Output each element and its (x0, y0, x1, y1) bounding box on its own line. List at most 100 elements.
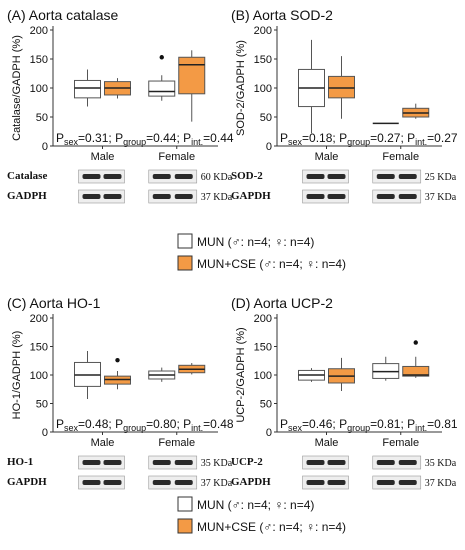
legend-label: MUN (♂: n=4; ♀: n=4) (197, 235, 314, 249)
p-value-annotation: Psex=0.48; Pgroup=0.80; Pint.=0.48 (56, 417, 234, 433)
y-tick-label: 150 (254, 54, 272, 66)
blot-strip-female (148, 169, 198, 184)
legend-swatch (177, 496, 193, 512)
blot-strip-male (302, 455, 349, 470)
y-tick-label: 50 (260, 112, 272, 124)
box-male-mun-cse (328, 56, 355, 119)
blot-kda-label: 37 KDa (201, 478, 233, 489)
blot-label: Catalase (7, 170, 47, 182)
blot-band (174, 460, 193, 465)
blot-band (398, 174, 417, 179)
legend-0: MUN (♂: n=4; ♀: n=4) MUN+CSE (♂: n=4; ♀: … (177, 233, 346, 271)
blot-band (103, 194, 122, 199)
blot-kda-label: 37 KDa (425, 478, 457, 489)
y-tick-label: 0 (266, 427, 272, 439)
blot-strip-male (302, 169, 349, 184)
y-axis-label: UCP-2/GADPH (%) (235, 327, 247, 422)
y-tick-label: 50 (260, 399, 272, 411)
y-tick-label: 200 (30, 25, 48, 37)
iqr-box (402, 365, 430, 377)
box-female-mun-cse (178, 363, 206, 375)
y-tick-label: 150 (30, 342, 48, 354)
blot-band (327, 480, 346, 485)
y-axis-label: HO-1/GADPH (%) (11, 331, 23, 420)
blot-strip-male (78, 189, 125, 204)
box-female-mun-cse (402, 340, 430, 378)
blot-kda-label: 37 KDa (201, 192, 233, 203)
blot-kda-label: 35 KDa (425, 458, 457, 469)
blot-strip-female (372, 169, 422, 184)
x-tick-label: Female (158, 437, 195, 449)
blot-band (103, 174, 122, 179)
box-male-mun (74, 351, 101, 399)
y-tick-label: 0 (42, 141, 48, 153)
blot-band (82, 460, 101, 465)
legend-label: MUN (♂: n=4; ♀: n=4) (197, 498, 314, 512)
blot-strip-male (78, 169, 125, 184)
blot-label: SOD-2 (231, 170, 263, 182)
blot-strip-female (148, 455, 198, 470)
x-tick-label: Female (158, 151, 195, 163)
blot-band (174, 174, 193, 179)
blot-band (398, 460, 417, 465)
legend-swatch (177, 233, 193, 249)
blot-band (376, 480, 395, 485)
box-male-mun-cse (328, 357, 355, 391)
blot-band (376, 174, 395, 179)
y-axis-label: SOD-2/GADPH (%) (235, 40, 247, 136)
blot-strip-male (302, 189, 349, 204)
legend-swatch (177, 518, 193, 534)
blot-label: HO-1 (7, 456, 33, 468)
chart-title: (B) Aorta SOD-2 (231, 7, 333, 23)
blot-kda-label: 37 KDa (425, 192, 457, 203)
box-male-mun (298, 368, 325, 382)
iqr-box (74, 79, 101, 99)
blot-band (152, 480, 171, 485)
blot-band (174, 194, 193, 199)
blot-band (398, 480, 417, 485)
y-tick-label: 100 (30, 83, 48, 95)
blot-band (174, 480, 193, 485)
x-tick-label: Male (91, 151, 115, 163)
box-male-mun-cse (104, 357, 131, 390)
p-value-annotation: Psex=0.46; Pgroup=0.81; Pint.=0.81 (280, 417, 458, 433)
chart-title: (D) Aorta UCP-2 (231, 295, 333, 311)
box-female-mun-cse (178, 50, 206, 122)
box-male-mun-cse (104, 78, 131, 99)
blot-band (327, 460, 346, 465)
blot-band (327, 174, 346, 179)
blot-kda-label: 25 KDa (425, 172, 457, 183)
chart-panel-0: (A) Aorta catalase Catalase/GADPH (%) 0 50 1… (7, 7, 234, 204)
y-tick-label: 0 (42, 427, 48, 439)
blot-strip-male (302, 475, 349, 490)
blot-strip-female (148, 189, 198, 204)
box-male-mun (298, 39, 325, 134)
blot-band (152, 460, 171, 465)
box-female-mun (372, 356, 400, 381)
outlier-point (413, 340, 418, 345)
chart-panel-3: (D) Aorta UCP-2 UCP-2/GADPH (%) 0 50 100 150 2… (231, 295, 458, 490)
legend-swatch (177, 255, 193, 271)
x-tick-label: Male (315, 151, 339, 163)
y-tick-label: 150 (254, 342, 272, 354)
blot-band (376, 460, 395, 465)
blot-band (398, 194, 417, 199)
x-tick-label: Male (315, 437, 339, 449)
blot-band (103, 480, 122, 485)
box-female-mun (148, 55, 176, 101)
p-value-annotation: Psex=0.18; Pgroup=0.27; Pint.=0.27 (280, 131, 458, 147)
blot-band (306, 460, 325, 465)
blot-strip-female (372, 455, 422, 470)
box-male-mun (74, 69, 101, 107)
x-tick-label: Male (91, 437, 115, 449)
y-tick-label: 100 (30, 370, 48, 382)
blot-label: GAPDH (231, 476, 271, 488)
outlier-point (115, 357, 120, 363)
iqr-box (178, 56, 206, 95)
blot-band (82, 174, 101, 179)
legend-label: MUN+CSE (♂: n=4; ♀: n=4) (197, 520, 346, 534)
blot-band (306, 194, 325, 199)
iqr-box (328, 75, 355, 99)
outlier-point (159, 55, 164, 60)
chart-title: (C) Aorta HO-1 (7, 295, 101, 311)
